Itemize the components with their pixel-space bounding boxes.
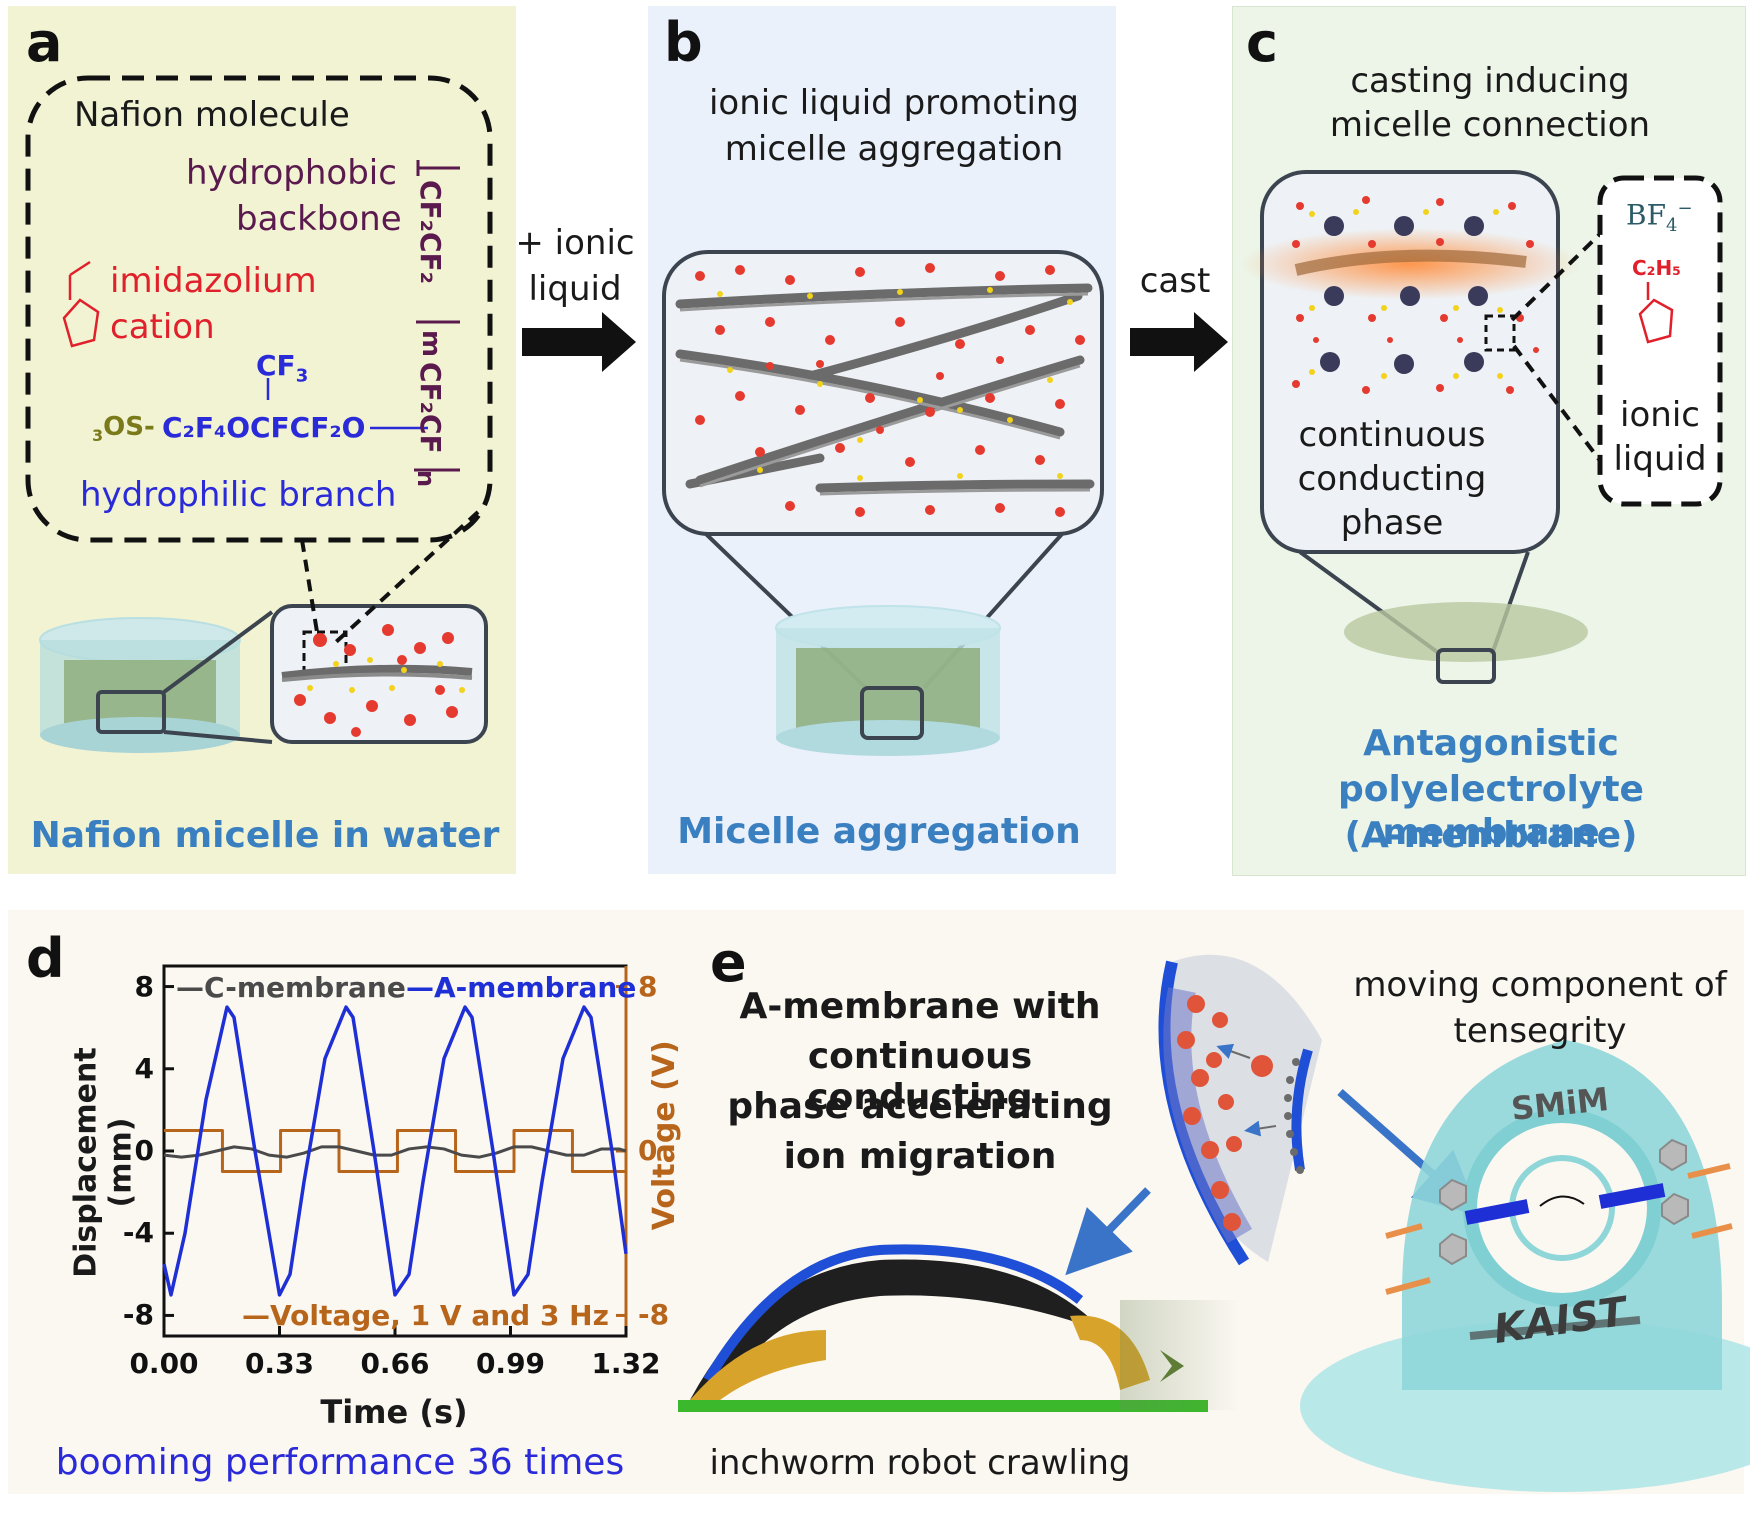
legend-voltage-label: Voltage, 1 V and 3 Hz: [270, 1299, 609, 1332]
y-tick-label: 4: [134, 1051, 154, 1085]
panel-label-b: b: [664, 11, 703, 74]
ion-migration-zoom: [1158, 954, 1322, 1266]
arrow-b-to-c: [1130, 312, 1228, 372]
panel-e-title-line4: ion migration: [783, 1136, 1057, 1177]
series-line-c-membrane: [163, 1145, 627, 1159]
ionic-liquid-line1: ionic: [1620, 395, 1700, 435]
chart-xlabel: Time (s): [320, 1393, 468, 1431]
caption-c-line2: polyelectrolyte membrane: [1338, 769, 1644, 854]
series-line-a-membrane: [162, 1005, 628, 1297]
legend-voltage-swatch-icon: —: [242, 1299, 270, 1332]
cation-label: cation: [110, 307, 215, 347]
panel-label-a: a: [26, 11, 63, 74]
panel-label-d: d: [26, 927, 65, 990]
panel-e-title-line2: continuous conducting: [807, 1036, 1033, 1119]
backbone-formula-1: CF₂CF₂: [414, 180, 447, 284]
so3-sub: 3: [92, 426, 104, 446]
molecule-title: Nafion molecule: [74, 95, 350, 135]
displacement-chart: [162, 964, 628, 1338]
ionic-liquid-ring-icon: [1638, 282, 1674, 344]
x-tick-label: 0.33: [244, 1347, 315, 1380]
ionic-liquid-line2: liquid: [1613, 439, 1707, 479]
inchworm-robot: [678, 1244, 1240, 1412]
arrow-b-label: cast: [1139, 261, 1211, 301]
y-tick-label: 0: [134, 1134, 154, 1167]
bf4-sub: 4: [1666, 214, 1678, 236]
panel-c-inner-line1: continuous: [1298, 415, 1486, 455]
sulfonate-group: 3OS-: [92, 414, 155, 444]
legend-c-swatch-icon: —: [176, 971, 204, 1004]
cf3-sub: 3: [295, 365, 309, 387]
panel-e-right-line2: tensegrity: [1453, 1011, 1627, 1051]
bf4-text: BF: [1626, 198, 1667, 232]
cf3-text: CF: [256, 349, 296, 382]
so3-text: OS-: [103, 412, 155, 442]
legend-c-membrane: —C-membrane: [176, 971, 406, 1004]
imidazolium-label: imidazolium: [110, 261, 317, 301]
tensegrity-structure: [1300, 1040, 1750, 1492]
panel-e-title-line1: A-membrane with: [739, 986, 1101, 1027]
branch-chain-formula: C₂F₄OCFCF₂O: [162, 411, 366, 444]
cf3-group: CF3: [256, 352, 308, 386]
panel-c-inner-line3: phase: [1340, 503, 1444, 543]
beaker-b: [775, 605, 1001, 756]
cast-membrane-disk: [1344, 602, 1588, 662]
beaker-a: [39, 617, 241, 753]
series-line-voltage-1-v-and-3-hz: [164, 1128, 626, 1174]
panel-c-title-line1: casting inducing: [1350, 61, 1630, 101]
panel-e-title-line3: phase accelerating: [727, 1086, 1113, 1127]
y-tick-label: -4: [122, 1216, 154, 1250]
ethyl-group: C₂H₅: [1632, 256, 1681, 280]
caption-a: Nafion micelle in water: [30, 815, 500, 856]
panel-label-c: c: [1246, 11, 1279, 74]
backbone-label: backbone: [236, 199, 402, 239]
hydrophilic-label: hydrophilic branch: [80, 475, 397, 515]
caption-e: inchworm robot crawling: [709, 1443, 1131, 1483]
hydrophobic-label: hydrophobic: [186, 153, 397, 193]
arrow-a-to-b: [522, 312, 636, 372]
arrow-a-label-line1: + ionic: [515, 223, 635, 263]
legend-c-label: C-membrane: [204, 971, 406, 1004]
backbone-formula-2: CF₂CF: [414, 362, 447, 454]
y2-tick-label: 0: [638, 1134, 658, 1167]
y2-tick-label: -8: [638, 1298, 670, 1332]
x-tick-label: 0.66: [360, 1347, 430, 1380]
bf4-charge-icon: −: [1677, 198, 1693, 219]
bf4-anion: BF4−: [1626, 200, 1693, 235]
panel-b-title-line1: ionic liquid promoting: [708, 83, 1080, 123]
caption-d: booming performance 36 times: [55, 1442, 625, 1483]
molecule-dashed-box: [25, 75, 493, 543]
backbone-subscript-n: n: [412, 470, 440, 488]
legend-a-label: A-membrane: [434, 971, 637, 1004]
backbone-subscript-m: m: [416, 330, 446, 358]
ionic-liquid-dashed-box: [1597, 175, 1723, 507]
caption-c-line1: Antagonistic: [1363, 723, 1619, 764]
imidazolium-ring-icon: [62, 260, 100, 348]
x-tick-label: 0.99: [475, 1347, 546, 1380]
caption-c-line3: (A-membrane): [1344, 815, 1638, 856]
panel-c-inner-line2: conducting: [1297, 459, 1487, 499]
x-tick-label: 0.00: [129, 1347, 199, 1380]
caption-b: Micelle aggregation: [677, 811, 1081, 852]
legend-voltage: —Voltage, 1 V and 3 Hz: [242, 1299, 609, 1332]
x-tick-label: 1.32: [591, 1347, 661, 1380]
panel-b-title-line2: micelle aggregation: [724, 129, 1064, 169]
legend-a-membrane: —A-membrane: [406, 971, 637, 1004]
micelle-clusters: [1320, 216, 1488, 374]
arrow-a-label-line2: liquid: [528, 269, 622, 309]
y2-tick-label: 8: [638, 969, 658, 1003]
panel-e-right-line1: moving component of: [1353, 965, 1727, 1005]
y-tick-label: -8: [122, 1298, 154, 1332]
panel-label-e: e: [710, 931, 747, 994]
legend-a-swatch-icon: —: [406, 971, 434, 1004]
panel-c-title-line2: micelle connection: [1329, 105, 1651, 145]
y-tick-label: 8: [134, 969, 154, 1003]
